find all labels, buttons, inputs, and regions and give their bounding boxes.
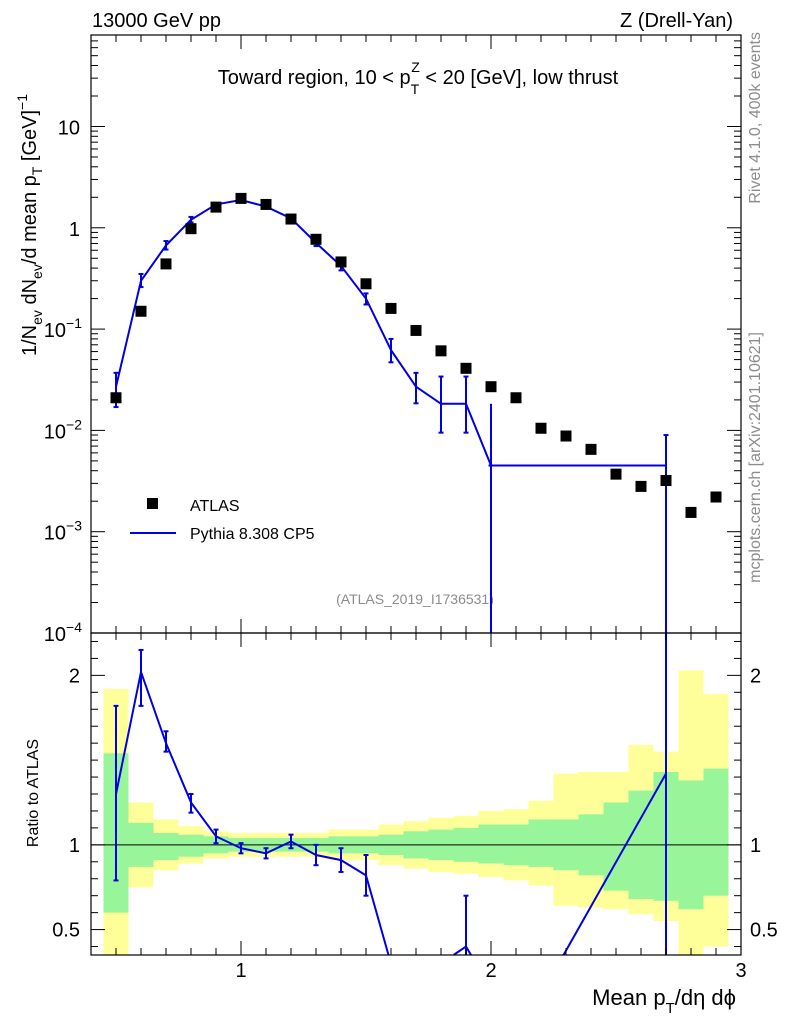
ratio-curve-segment — [452, 945, 472, 956]
atlas-marker — [660, 475, 672, 487]
atlas-marker — [635, 480, 647, 492]
atlas-marker — [460, 362, 472, 374]
atlas-marker — [310, 233, 322, 245]
header-left-label: 13000 GeV pp — [92, 10, 221, 32]
ratio-curve — [115, 668, 390, 956]
main-y-tick-label: 10−2 — [44, 416, 82, 443]
main-y-tick-label: 10−3 — [44, 518, 82, 545]
atlas-marker — [710, 491, 722, 503]
x-tick-label: 1 — [235, 960, 246, 982]
ratio-plot-frame — [90, 632, 742, 956]
ratio-y-tick-label: 0.5 — [52, 920, 80, 942]
legend-pythia-label: Pythia 8.308 CP5 — [190, 526, 315, 543]
atlas-marker — [485, 381, 497, 393]
ratio-green-band — [178, 834, 204, 857]
atlas-marker — [510, 392, 522, 404]
legend: ATLAS Pythia 8.308 CP5 — [130, 498, 315, 543]
ratio-curve-segment — [562, 773, 667, 956]
atlas-marker — [535, 422, 547, 434]
main-panel: Toward region, 10 < pTZ < 20 [GeV], low … — [14, 34, 742, 646]
x-axis-label: Mean pT/dη dϕ — [592, 985, 736, 1017]
legend-atlas-label: ATLAS — [190, 498, 240, 515]
atlas-marker — [435, 345, 447, 357]
x-tick-label: 3 — [735, 960, 746, 982]
atlas-marker — [610, 468, 622, 480]
main-y-tick-label: 10−1 — [44, 315, 82, 342]
ratio-green-band — [703, 768, 729, 896]
atlas-marker — [335, 256, 347, 268]
legend-atlas-marker — [147, 498, 158, 509]
main-y-tick-label: 10 — [58, 117, 80, 139]
atlas-marker — [360, 278, 372, 290]
atlas-marker — [285, 213, 297, 225]
pythia-curve — [115, 198, 666, 467]
ratio-y-axis-label: Ratio to ATLAS — [25, 739, 42, 847]
main-y-axis-label: 1/Nev dNev/d mean pT [GeV]−1 — [14, 94, 45, 356]
main-y-tick-label: 1 — [69, 219, 80, 241]
x-tick-label: 2 — [485, 960, 496, 982]
atlas-marker — [560, 430, 572, 442]
ratio-y-tick-label-right: 0.5 — [750, 920, 778, 942]
mcplots-label: mcplots.cern.ch [arXiv:2401.10621] — [747, 332, 764, 583]
atlas-marker — [160, 258, 172, 270]
atlas-marker — [235, 192, 247, 204]
atlas-marker — [210, 201, 222, 213]
ratio-green-band — [528, 819, 554, 867]
ratio-y-tick-label-right: 1 — [750, 835, 761, 857]
atlas-marker — [685, 506, 697, 518]
analysis-watermark: (ATLAS_2019_I1736531) — [336, 591, 494, 607]
ratio-y-tick-label: 1 — [69, 835, 80, 857]
atlas-marker — [110, 392, 122, 404]
ratio-y-tick-label-right: 2 — [750, 665, 761, 687]
header-right-label: Z (Drell-Yan) — [620, 10, 733, 32]
ratio-green-band — [478, 824, 504, 864]
ratio-y-tick-label: 2 — [69, 665, 80, 687]
main-plot-title: Toward region, 10 < pTZ < 20 [GeV], low … — [218, 59, 619, 97]
ratio-green-band — [153, 832, 179, 861]
main-y-tick-label: 10−4 — [44, 619, 82, 646]
atlas-marker — [410, 324, 422, 336]
atlas-marker — [260, 198, 272, 210]
ratio-panel: 0.5 0.5 1 1 2 2 1 2 3 Ratio to ATLAS Mean pT/dη… — [25, 632, 778, 1017]
atlas-marker — [185, 223, 197, 235]
atlas-marker — [135, 305, 147, 317]
atlas-marker — [585, 443, 597, 455]
rivet-version-label: Rivet 4.1.0, 400k events — [747, 32, 764, 204]
atlas-marker — [385, 302, 397, 314]
